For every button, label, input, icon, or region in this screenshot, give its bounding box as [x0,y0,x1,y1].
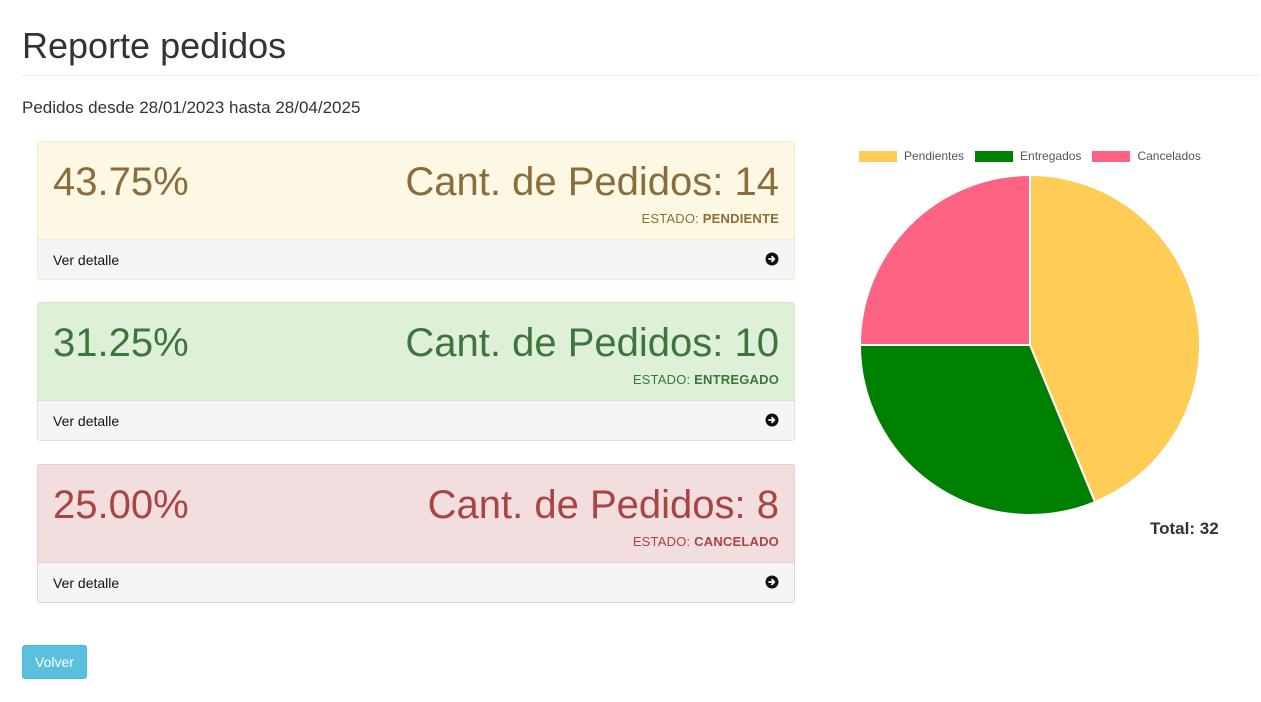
pie-slice-cancelados[interactable] [858,173,1031,346]
legend-item-entregados[interactable]: Entregados [975,149,1081,163]
status-value: CANCELADO [694,534,779,549]
total-count: Total: 32 [1150,519,1219,539]
legend-swatch [1092,150,1131,162]
panel-heading: 31.25% Cant. de Pedidos: 10 ESTADO: ENTR… [38,303,794,401]
detail-link-label: Ver detalle [53,413,120,429]
arrow-circle-right-icon [765,413,779,427]
page-title: Reporte pedidos [22,25,287,66]
pie-slice-pendientes[interactable] [1029,173,1201,504]
chart-legend: Pendientes Entregados Cancelados [859,148,1212,164]
ver-detalle-link-pendiente[interactable]: Ver detalle [38,240,794,279]
panel-heading: 25.00% Cant. de Pedidos: 8 ESTADO: CANCE… [38,465,794,563]
legend-item-pendientes[interactable]: Pendientes [859,149,964,163]
panel-percent: 43.75% [53,160,189,204]
status-value: ENTREGADO [694,372,779,387]
panel-status: ESTADO: ENTREGADO [633,372,779,388]
total-value: 32 [1199,519,1219,538]
ver-detalle-link-entregado[interactable]: Ver detalle [38,401,794,440]
title-divider [22,75,1260,76]
panel-cancelado: 25.00% Cant. de Pedidos: 8 ESTADO: CANCE… [37,464,795,603]
total-label: Total: [1150,519,1196,538]
panel-entregado: 31.25% Cant. de Pedidos: 10 ESTADO: ENTR… [37,302,795,441]
legend-label: Cancelados [1137,149,1201,163]
panel-percent: 31.25% [53,321,189,365]
panel-count: Cant. de Pedidos: 8 [427,483,779,527]
pie-slice-entregados[interactable] [858,344,1097,516]
panel-status: ESTADO: PENDIENTE [641,211,779,227]
status-label: ESTADO: [632,372,691,387]
legend-item-cancelados[interactable]: Cancelados [1092,149,1201,163]
panel-percent: 25.00% [53,483,189,527]
ver-detalle-link-cancelado[interactable]: Ver detalle [38,563,794,602]
legend-label: Pendientes [904,149,965,163]
detail-link-label: Ver detalle [53,252,120,268]
date-range-text: Pedidos desde 28/01/2023 hasta 28/04/202… [22,98,361,117]
panel-count: Cant. de Pedidos: 10 [405,321,779,365]
status-label: ESTADO: [632,534,691,549]
legend-swatch [859,150,897,162]
volver-button[interactable]: Volver [22,645,87,679]
panel-heading: 43.75% Cant. de Pedidos: 14 ESTADO: PEND… [38,142,794,240]
detail-link-label: Ver detalle [53,575,120,591]
status-value: PENDIENTE [702,211,779,226]
legend-swatch [975,150,1014,162]
status-label: ESTADO: [641,211,699,226]
legend-label: Entregados [1020,149,1082,163]
panel-status: ESTADO: CANCELADO [633,534,779,550]
panel-pendiente: 43.75% Cant. de Pedidos: 14 ESTADO: PEND… [37,141,795,280]
panel-count: Cant. de Pedidos: 14 [405,160,779,204]
pie-chart [858,173,1201,516]
arrow-circle-right-icon [765,575,779,589]
arrow-circle-right-icon [765,252,779,266]
